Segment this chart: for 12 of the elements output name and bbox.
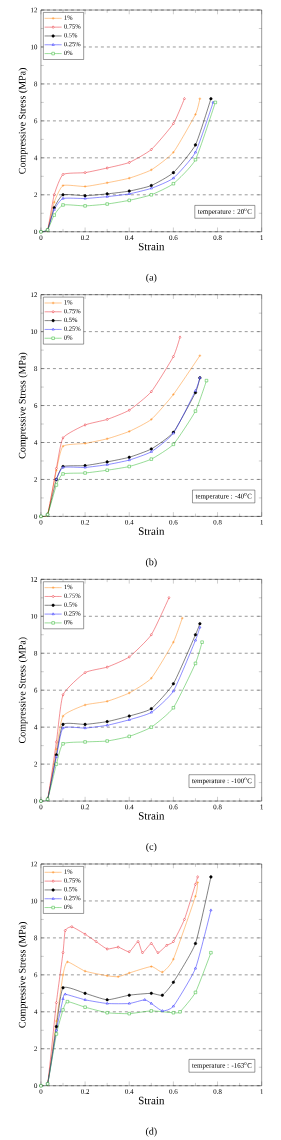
y-axis-title: Compressive Stress (MPa) bbox=[18, 68, 28, 174]
y-axis-title: Compressive Stress (MPa) bbox=[18, 352, 28, 459]
x-axis-title: Strain bbox=[139, 527, 165, 535]
x-axis-title: Strain bbox=[139, 1096, 165, 1105]
x-axis-title: Strain bbox=[139, 812, 165, 820]
x-axis-title: Strain bbox=[139, 242, 165, 251]
y-axis-title: Compressive Stress (MPa) bbox=[18, 637, 28, 744]
y-axis-title: Compressive Stress (MPa) bbox=[18, 922, 28, 1028]
text: (c) bbox=[146, 842, 157, 853]
text: (a) bbox=[146, 273, 157, 283]
text: (d) bbox=[146, 1127, 157, 1137]
text: (b) bbox=[146, 558, 157, 568]
